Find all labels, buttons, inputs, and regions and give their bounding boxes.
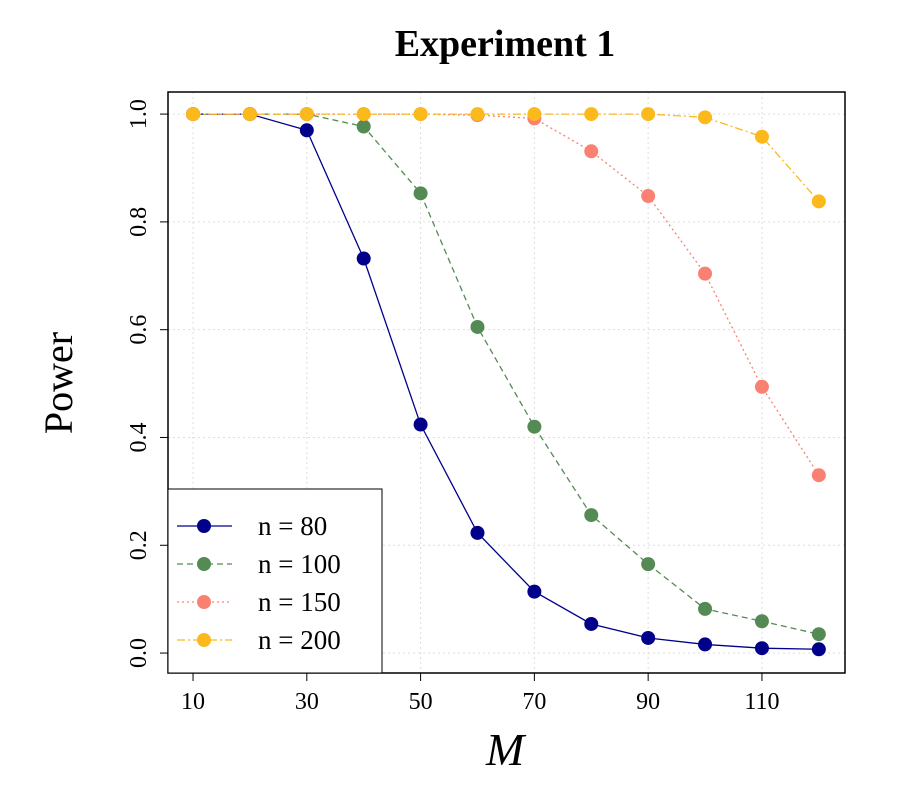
legend: n = 80 n = 100 n = 150 n = 200	[167, 488, 383, 674]
y-tick-label: 0.6	[126, 315, 152, 345]
x-tick-label: 30	[295, 689, 319, 715]
legend-marker	[197, 595, 211, 609]
x-tick-label: 10	[181, 689, 205, 715]
data-point	[299, 123, 314, 138]
data-point	[527, 107, 542, 122]
y-axis-label: Power	[36, 332, 81, 434]
y-tick-label: 0.8	[126, 207, 152, 237]
legend-marker	[197, 557, 211, 571]
x-tick-label: 50	[409, 689, 433, 715]
data-point	[242, 107, 257, 122]
series-line	[193, 113, 820, 476]
data-point	[356, 107, 371, 122]
y-tick-label: 0.2	[126, 530, 152, 560]
data-point	[527, 584, 542, 599]
data-point	[584, 144, 599, 159]
legend-marker	[197, 633, 211, 647]
series-line	[193, 113, 820, 202]
data-point	[811, 194, 826, 209]
data-point	[641, 107, 656, 122]
data-point	[470, 525, 485, 540]
x-tick-label: 90	[636, 689, 660, 715]
legend-label: n = 200	[258, 625, 341, 655]
data-point	[698, 601, 713, 616]
chart-title: Experiment 1	[395, 23, 616, 65]
data-point	[584, 107, 599, 122]
data-point	[754, 641, 769, 656]
data-point	[413, 186, 428, 201]
legend-label: n = 100	[258, 549, 341, 579]
data-point	[413, 417, 428, 432]
series-line	[193, 113, 819, 650]
y-tick-label: 0.0	[126, 638, 152, 668]
data-point	[754, 379, 769, 394]
data-point	[413, 107, 428, 122]
data-point	[698, 266, 713, 281]
data-point	[811, 642, 826, 657]
plot-frame	[167, 91, 846, 674]
data-point	[584, 616, 599, 631]
x-tick-label: 70	[522, 689, 546, 715]
legend-label: n = 150	[258, 587, 341, 617]
data-point	[584, 508, 599, 523]
y-tick-label: 1.0	[126, 99, 152, 129]
data-point	[356, 251, 371, 266]
data-point	[470, 107, 485, 122]
data-point	[356, 119, 371, 134]
data-point	[811, 468, 826, 483]
data-point	[470, 319, 485, 334]
data-point	[641, 630, 656, 645]
data-point	[641, 189, 656, 204]
data-point	[811, 627, 826, 642]
data-point	[754, 129, 769, 144]
data-point	[186, 107, 201, 122]
data-point	[698, 110, 713, 125]
legend-marker	[197, 519, 211, 533]
data-point	[754, 614, 769, 629]
data-point	[299, 107, 314, 122]
x-axis-label: M	[485, 724, 527, 775]
series-line	[193, 113, 819, 635]
data-point	[698, 637, 713, 652]
legend-label: n = 80	[258, 511, 327, 541]
x-tick-label: 110	[744, 689, 779, 715]
data-point	[641, 557, 656, 572]
y-tick-label: 0.4	[126, 422, 152, 452]
data-point	[527, 419, 542, 434]
